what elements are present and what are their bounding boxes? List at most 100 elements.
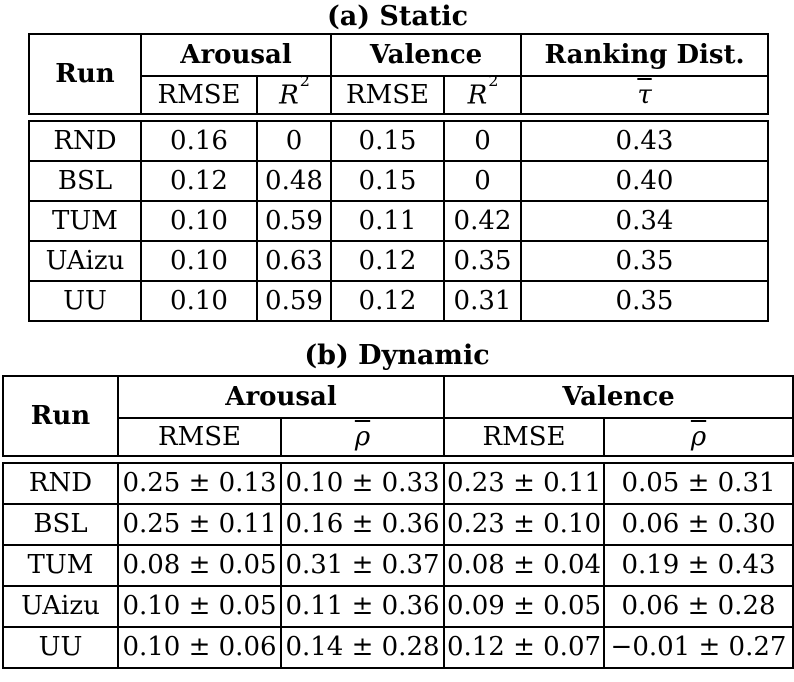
cell-run: UAizu (2, 585, 119, 628)
cell-run: UU (2, 626, 119, 669)
r-squared-exponent: 2 (488, 76, 499, 90)
cell-valence-rmse: 0.15 (330, 120, 445, 162)
cell-arousal-rmse: 0.10 (140, 200, 258, 242)
cell-valence-rmse: 0.12 (330, 280, 445, 322)
table-row: UAizu 0.10 0.63 0.12 0.35 0.35 (28, 240, 769, 282)
dynamic-table-body: RND 0.25 ± 0.13 0.10 ± 0.33 0.23 ± 0.11 … (2, 462, 794, 669)
cell-valence-rmse: 0.12 (330, 240, 445, 282)
static-header-group-row: Run Arousal Valence Ranking Dist. (28, 33, 770, 115)
cell-valence-r2: 0.31 (443, 280, 522, 322)
static-section: (a) Static Run Arousal Valence Ranking D… (28, 0, 770, 322)
dynamic-table-header: Run Arousal Valence RMSE ρ RMSE ρ (2, 375, 794, 457)
dynamic-table-caption: (b) Dynamic (304, 340, 490, 371)
static-table-header: Run Arousal Valence Ranking Dist. RMSE R… (28, 33, 770, 115)
dynamic-header-arousal: Arousal (116, 375, 446, 419)
cell-arousal-r2: 0.48 (256, 160, 332, 202)
r-squared-exponent: 2 (299, 76, 310, 90)
dynamic-section: (b) Dynamic Run Arousal Valence RMSE ρ R… (2, 337, 794, 669)
cell-ranking-tau: 0.34 (520, 200, 769, 242)
cell-arousal-r2: 0.59 (256, 200, 332, 242)
table-row: UU 0.10 0.59 0.12 0.31 0.35 (28, 280, 769, 322)
static-subheader-arousal-r2: R2 (255, 75, 333, 115)
cell-valence-rho: 0.06 ± 0.28 (603, 585, 794, 628)
static-subheader-valence-rmse: RMSE (330, 75, 446, 115)
cell-arousal-rmse: 0.08 ± 0.05 (117, 544, 282, 587)
rho-bar-symbol: ρ (354, 421, 371, 452)
cell-arousal-rmse: 0.10 (140, 240, 258, 282)
static-subheader-valence-r2: R2 (443, 75, 523, 115)
cell-ranking-tau: 0.43 (520, 120, 769, 162)
cell-valence-r2: 0.35 (443, 240, 522, 282)
table-row: UAizu 0.10 ± 0.05 0.11 ± 0.36 0.09 ± 0.0… (2, 585, 794, 628)
cell-valence-rmse: 0.23 ± 0.11 (443, 462, 605, 505)
cell-run: RND (2, 462, 119, 505)
cell-valence-rho: 0.06 ± 0.30 (603, 503, 794, 546)
cell-run: TUM (28, 200, 142, 242)
table-row: BSL 0.12 0.48 0.15 0 0.40 (28, 160, 769, 202)
cell-run: BSL (28, 160, 142, 202)
static-header-valence: Valence (330, 33, 523, 77)
cell-valence-rmse: 0.12 ± 0.07 (443, 626, 605, 669)
dynamic-header-run: Run (2, 375, 119, 457)
cell-arousal-rmse: 0.16 (140, 120, 258, 162)
static-subheader-tau: τ (520, 75, 770, 115)
cell-valence-r2: 0 (443, 160, 522, 202)
cell-arousal-rho: 0.16 ± 0.36 (280, 503, 445, 546)
cell-arousal-r2: 0.59 (256, 280, 332, 322)
cell-arousal-rmse: 0.10 ± 0.06 (117, 626, 282, 669)
cell-ranking-tau: 0.35 (520, 280, 769, 322)
tau-bar-symbol: τ (637, 79, 652, 110)
cell-arousal-rmse: 0.25 ± 0.13 (117, 462, 282, 505)
table-row: RND 0.25 ± 0.13 0.10 ± 0.33 0.23 ± 0.11 … (2, 462, 794, 505)
cell-valence-rmse: 0.23 ± 0.10 (443, 503, 605, 546)
cell-arousal-rho: 0.11 ± 0.36 (280, 585, 445, 628)
rho-bar-symbol: ρ (690, 421, 707, 452)
dynamic-subheader-arousal-rmse: RMSE (117, 417, 282, 457)
cell-arousal-rho: 0.31 ± 0.37 (280, 544, 445, 587)
dynamic-header-valence: Valence (443, 375, 794, 419)
cell-valence-r2: 0.42 (443, 200, 522, 242)
cell-valence-rmse: 0.08 ± 0.04 (443, 544, 605, 587)
r-squared-symbol: R (467, 80, 488, 111)
cell-arousal-r2: 0.63 (256, 240, 332, 282)
cell-valence-rmse: 0.09 ± 0.05 (443, 585, 605, 628)
dynamic-header-metric-row: RMSE ρ RMSE ρ (3, 417, 794, 457)
cell-run: TUM (2, 544, 119, 587)
table-row: TUM 0.08 ± 0.05 0.31 ± 0.37 0.08 ± 0.04 … (2, 544, 794, 587)
dynamic-subheader-arousal-rho: ρ (279, 417, 446, 457)
table-row: RND 0.16 0 0.15 0 0.43 (28, 120, 769, 162)
cell-ranking-tau: 0.40 (520, 160, 769, 202)
dynamic-subheader-valence-rmse: RMSE (443, 417, 606, 457)
cell-valence-rho: −0.01 ± 0.27 (603, 626, 794, 669)
cell-arousal-rho: 0.10 ± 0.33 (280, 462, 445, 505)
cell-run: UAizu (28, 240, 142, 282)
cell-ranking-tau: 0.35 (520, 240, 769, 282)
static-header-arousal: Arousal (139, 33, 333, 77)
r-squared-symbol: R (279, 80, 299, 111)
cell-valence-rho: 0.05 ± 0.31 (603, 462, 794, 505)
dynamic-subheader-valence-rho: ρ (603, 417, 794, 457)
cell-run: RND (28, 120, 142, 162)
cell-valence-rmse: 0.15 (330, 160, 445, 202)
cell-run: BSL (2, 503, 119, 546)
static-header-ranking-dist: Ranking Dist. (520, 33, 770, 77)
table-row: BSL 0.25 ± 0.11 0.16 ± 0.36 0.23 ± 0.10 … (2, 503, 794, 546)
cell-arousal-rho: 0.14 ± 0.28 (280, 626, 445, 669)
cell-valence-r2: 0 (443, 120, 522, 162)
table-row: UU 0.10 ± 0.06 0.14 ± 0.28 0.12 ± 0.07 −… (2, 626, 794, 669)
static-table-caption: (a) Static (326, 1, 469, 32)
cell-arousal-rmse: 0.25 ± 0.11 (117, 503, 282, 546)
cell-valence-rho: 0.19 ± 0.43 (603, 544, 794, 587)
dynamic-header-group-row: Run Arousal Valence (2, 375, 794, 457)
static-header-metric-row: RMSE R2 RMSE R2 τ (29, 75, 770, 115)
table-row: TUM 0.10 0.59 0.11 0.42 0.34 (28, 200, 769, 242)
cell-valence-rmse: 0.11 (330, 200, 445, 242)
cell-arousal-rmse: 0.10 ± 0.05 (117, 585, 282, 628)
cell-arousal-r2: 0 (256, 120, 332, 162)
static-subheader-arousal-rmse: RMSE (140, 75, 258, 115)
static-header-run: Run (28, 33, 142, 115)
cell-arousal-rmse: 0.12 (140, 160, 258, 202)
cell-run: UU (28, 280, 142, 322)
cell-arousal-rmse: 0.10 (140, 280, 258, 322)
